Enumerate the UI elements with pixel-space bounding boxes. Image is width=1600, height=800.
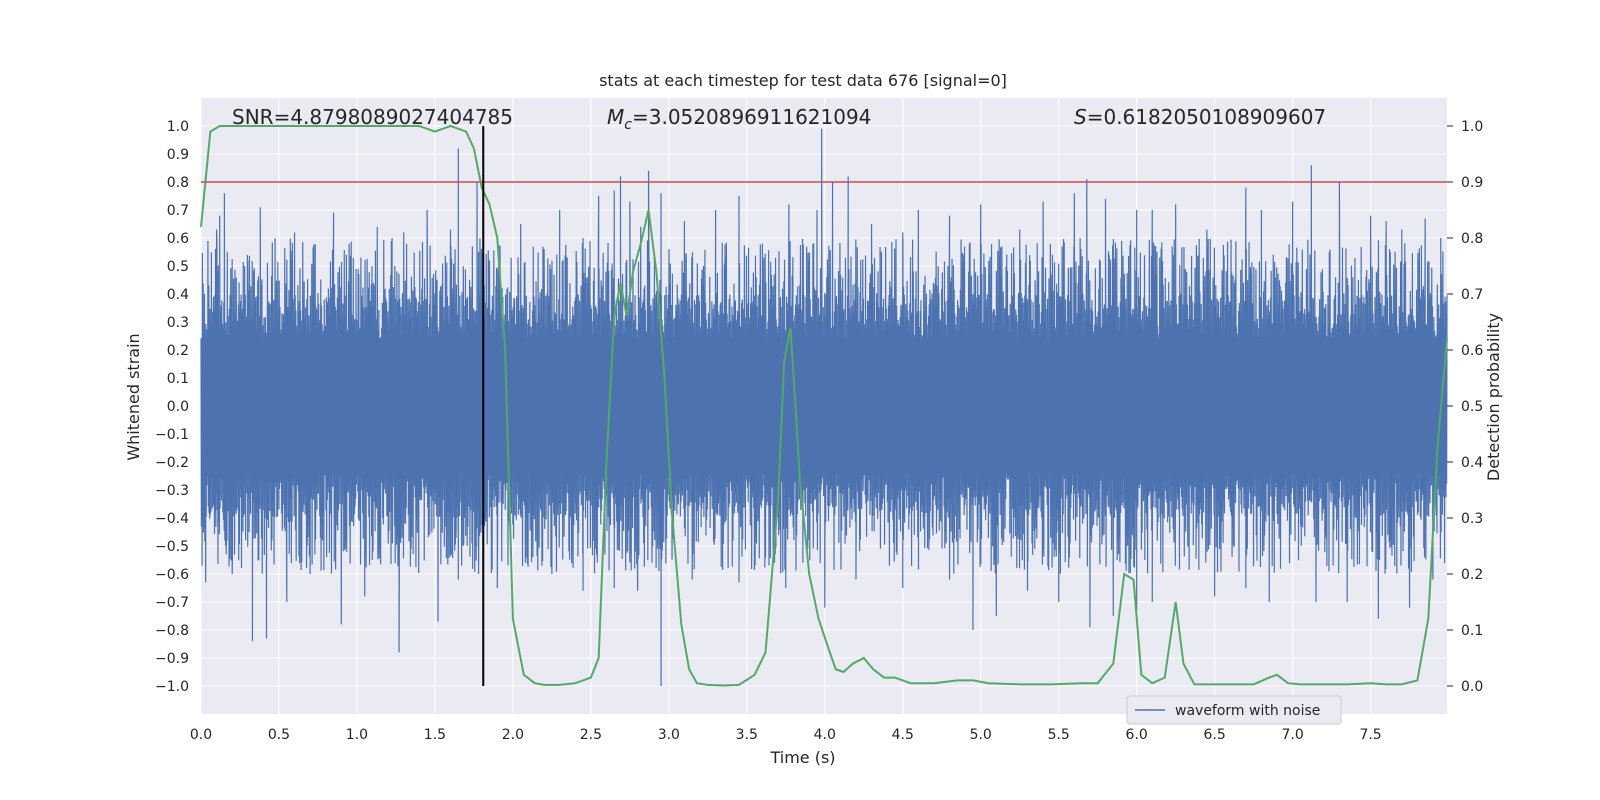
x-tick-label: 4.0	[814, 727, 836, 743]
x-axis-label: Time (s)	[769, 748, 835, 767]
left-y-tick-label: 0.6	[167, 231, 189, 247]
left-y-tick-label: −0.8	[155, 623, 189, 639]
snr-value: 4.879808902740478​5	[290, 105, 513, 129]
right-y-tick-label: 0.6	[1461, 343, 1483, 359]
legend: waveform with noise	[1126, 695, 1342, 725]
left-y-tick-label: 0.2	[167, 343, 189, 359]
left-y-axis-label: Whitened strain	[124, 333, 143, 460]
mc-value: 3.0520896911621094	[649, 105, 872, 129]
right-y-tick-label: 0.2	[1461, 567, 1483, 583]
right-y-tick-label: 1.0	[1461, 119, 1483, 135]
left-y-tick-label: 1.0	[167, 119, 189, 135]
left-y-tick-label: −0.2	[155, 455, 189, 471]
s-label: S	[1074, 105, 1087, 129]
right-y-tick-labels: 1.0 0.9 0.8 0.7 0.6 0.5 0.4 0.3 0.2 0.1 0.0	[1447, 119, 1483, 695]
left-y-tick-label: −0.9	[155, 651, 189, 667]
x-tick-label: 6.5	[1204, 727, 1226, 743]
legend-label-waveform: waveform with noise	[1175, 703, 1320, 719]
left-y-tick-labels: 1.0 0.9 0.8 0.7 0.6 0.5 0.4 0.3 0.2 0.1 0.0 −0.1 −0.…	[155, 119, 189, 695]
legend-box	[1126, 695, 1342, 725]
left-y-tick-label: 0.8	[167, 175, 189, 191]
right-y-tick-label: 0.3	[1461, 511, 1483, 527]
x-tick-label: 2.0	[502, 727, 524, 743]
right-y-tick-label: 0.1	[1461, 623, 1483, 639]
left-y-tick-label: −0.4	[155, 511, 189, 527]
x-tick-label: 0.0	[190, 727, 212, 743]
mc-annotation: Mc=3.0520896911621094	[607, 105, 871, 133]
waveform-series	[200, 128, 1448, 687]
x-tick-label: 0.5	[268, 727, 290, 743]
x-tick-label: 5.5	[1048, 727, 1070, 743]
snr-annotation: SNR=4.879808902740478​5	[232, 105, 513, 129]
left-y-tick-label: 0.5	[167, 259, 189, 275]
x-tick-label: 6.0	[1126, 727, 1148, 743]
left-y-tick-label: −0.3	[155, 483, 189, 499]
right-y-tick-label: 0.8	[1461, 231, 1483, 247]
x-tick-label: 1.5	[424, 727, 446, 743]
x-tick-labels: 0.0 0.5 1.0 1.5 2.0 2.5 3.0 3.5 4.0 4.5 5.0 5.5 6.0 6…	[190, 727, 1382, 743]
x-tick-label: 1.0	[346, 727, 368, 743]
snr-label: SNR	[232, 105, 274, 129]
x-tick-label: 5.0	[970, 727, 992, 743]
x-tick-label: 7.5	[1359, 727, 1381, 743]
x-tick-label: 3.0	[658, 727, 680, 743]
right-y-tick-label: 0.0	[1461, 679, 1483, 695]
waveform-line	[200, 128, 1448, 687]
left-y-tick-label: 0.4	[167, 287, 189, 303]
x-tick-label: 4.5	[892, 727, 914, 743]
right-y-axis-label: Detection probability	[1484, 313, 1503, 481]
detection-probability-line	[200, 124, 1448, 687]
left-y-tick-label: −1.0	[155, 679, 189, 695]
right-y-tick-label: 0.5	[1461, 399, 1483, 415]
reference-lines	[201, 126, 1447, 686]
left-y-tick-label: 0.7	[167, 203, 189, 219]
x-tick-label: 7.0	[1281, 727, 1303, 743]
chart-title: stats at each timestep for test data 676…	[599, 71, 1007, 90]
probability-series	[200, 124, 1448, 687]
right-y-tick-label: 0.4	[1461, 455, 1483, 471]
left-y-tick-label: 0.1	[167, 371, 189, 387]
left-y-tick-label: 0.3	[167, 315, 189, 331]
left-y-tick-label: 0.0	[167, 399, 189, 415]
x-tick-label: 3.5	[736, 727, 758, 743]
mc-label: M	[607, 105, 624, 129]
left-y-tick-label: 0.9	[167, 147, 189, 163]
s-value: 0.6182050108909607	[1103, 105, 1326, 129]
left-y-tick-label: −0.1	[155, 427, 189, 443]
left-y-tick-label: −0.5	[155, 539, 189, 555]
right-y-tick-label: 0.9	[1461, 175, 1483, 191]
s-annotation: S=0.6182050108909607	[1074, 105, 1326, 129]
mc-subscript: c	[624, 117, 632, 133]
x-tick-label: 2.5	[580, 727, 602, 743]
left-y-tick-label: −0.7	[155, 595, 189, 611]
left-y-tick-label: −0.6	[155, 567, 189, 583]
right-y-tick-label: 0.7	[1461, 287, 1483, 303]
